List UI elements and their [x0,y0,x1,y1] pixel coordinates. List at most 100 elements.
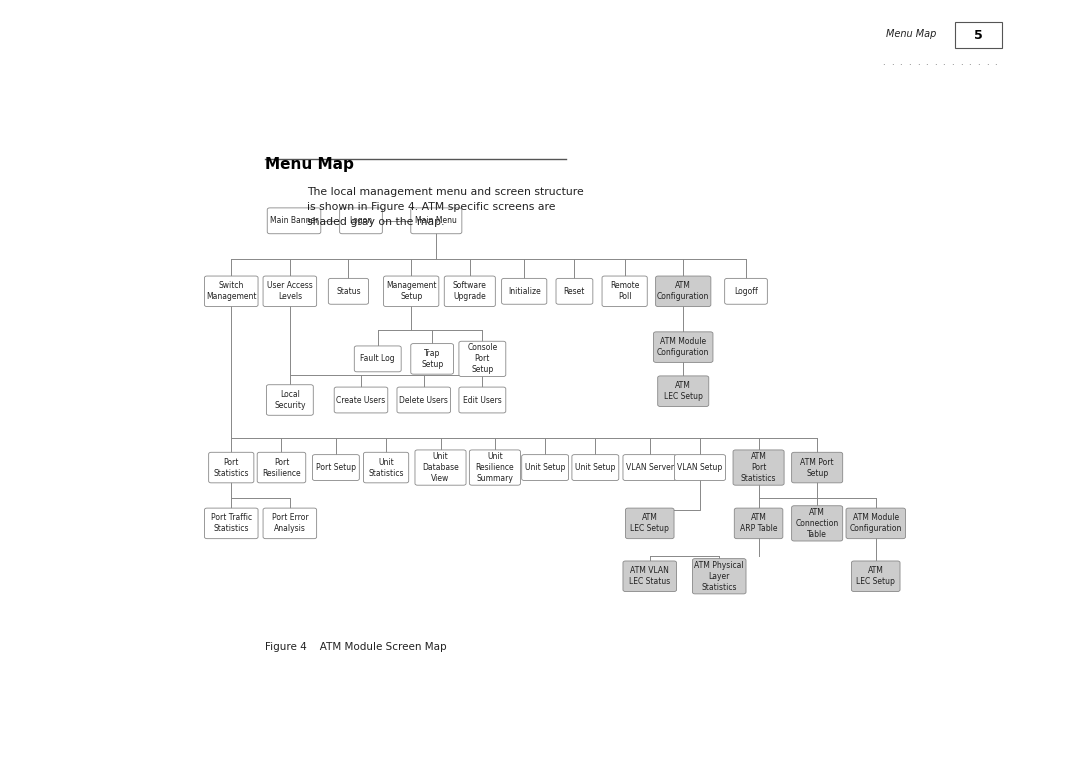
FancyBboxPatch shape [725,278,768,304]
Text: VLAN Setup: VLAN Setup [677,463,723,472]
FancyBboxPatch shape [364,452,408,483]
FancyBboxPatch shape [792,506,842,541]
FancyBboxPatch shape [556,278,593,304]
Text: Management
Setup: Management Setup [386,282,436,301]
Text: .: . [926,58,928,67]
Text: Unit
Database
View: Unit Database View [422,452,459,483]
Text: Status: Status [336,287,361,296]
FancyBboxPatch shape [658,376,708,407]
FancyBboxPatch shape [572,455,619,481]
Text: Main Menu: Main Menu [416,217,457,225]
FancyBboxPatch shape [267,208,321,233]
FancyBboxPatch shape [653,332,713,362]
Text: Port
Statistics: Port Statistics [214,458,249,478]
FancyBboxPatch shape [602,276,647,307]
FancyBboxPatch shape [656,276,711,307]
Text: Port Setup: Port Setup [315,463,356,472]
FancyBboxPatch shape [334,387,388,413]
FancyBboxPatch shape [410,343,454,374]
FancyBboxPatch shape [312,455,360,481]
Text: .: . [908,58,910,67]
Text: Unit
Resilience
Summary: Unit Resilience Summary [475,452,514,483]
Text: .: . [969,58,971,67]
Text: .: . [917,58,919,67]
FancyBboxPatch shape [734,508,783,539]
Text: Unit Setup: Unit Setup [576,463,616,472]
Text: .: . [882,58,885,67]
FancyBboxPatch shape [208,452,254,483]
Text: Switch
Management: Switch Management [206,282,257,301]
FancyBboxPatch shape [264,508,316,539]
Text: Fault Log: Fault Log [361,354,395,363]
Text: .: . [943,58,945,67]
Text: .: . [995,58,997,67]
FancyBboxPatch shape [692,559,746,594]
FancyBboxPatch shape [792,452,842,483]
Text: Port Traffic
Statistics: Port Traffic Statistics [211,513,252,533]
FancyBboxPatch shape [383,276,438,307]
FancyBboxPatch shape [501,278,546,304]
Text: Main Banner: Main Banner [270,217,319,225]
Text: Console
Port
Setup: Console Port Setup [468,343,498,375]
Text: ATM
Connection
Table: ATM Connection Table [796,508,839,539]
FancyBboxPatch shape [522,455,568,481]
FancyBboxPatch shape [264,276,316,307]
Text: .: . [977,58,980,67]
FancyBboxPatch shape [459,387,505,413]
Text: .: . [900,58,902,67]
FancyBboxPatch shape [470,450,521,485]
Text: Port Error
Analysis: Port Error Analysis [271,513,308,533]
Text: ATM VLAN
LEC Status: ATM VLAN LEC Status [630,566,671,586]
FancyBboxPatch shape [674,455,726,481]
Text: Menu Map: Menu Map [886,29,936,40]
FancyBboxPatch shape [851,561,900,591]
FancyBboxPatch shape [339,208,382,233]
FancyBboxPatch shape [955,22,1002,48]
Text: Edit Users: Edit Users [463,395,502,404]
FancyBboxPatch shape [623,561,676,591]
Text: Delete Users: Delete Users [400,395,448,404]
Text: .: . [960,58,962,67]
FancyBboxPatch shape [459,341,505,376]
Text: 5: 5 [974,28,983,42]
Text: ATM Module
Configuration: ATM Module Configuration [850,513,902,533]
Text: The local management menu and screen structure
is shown in Figure 4. ATM specifi: The local management menu and screen str… [307,188,583,227]
FancyBboxPatch shape [410,208,462,233]
Text: ATM
ARP Table: ATM ARP Table [740,513,778,533]
Text: ATM
LEC Setup: ATM LEC Setup [631,513,670,533]
FancyBboxPatch shape [846,508,905,539]
Text: Figure 4    ATM Module Screen Map: Figure 4 ATM Module Screen Map [265,642,446,652]
FancyBboxPatch shape [625,508,674,539]
Text: Port
Resilience: Port Resilience [262,458,301,478]
FancyBboxPatch shape [733,450,784,485]
Text: Unit Setup: Unit Setup [525,463,565,472]
Text: Local
Security: Local Security [274,390,306,410]
Text: ATM
Configuration: ATM Configuration [657,282,710,301]
FancyBboxPatch shape [415,450,467,485]
Text: ATM
Port
Statistics: ATM Port Statistics [741,452,777,483]
Text: Trap
Setup: Trap Setup [421,349,443,369]
Text: Unit
Statistics: Unit Statistics [368,458,404,478]
FancyBboxPatch shape [257,452,306,483]
Text: Logon: Logon [350,217,373,225]
Text: .: . [986,58,988,67]
FancyBboxPatch shape [397,387,450,413]
Text: .: . [891,58,893,67]
Text: Initialize: Initialize [508,287,541,296]
Text: VLAN Server: VLAN Server [625,463,674,472]
Text: User Access
Levels: User Access Levels [267,282,313,301]
Text: .: . [951,58,954,67]
Text: Reset: Reset [564,287,585,296]
Text: Logoff: Logoff [734,287,758,296]
Text: Remote
Poll: Remote Poll [610,282,639,301]
FancyBboxPatch shape [444,276,496,307]
Text: ATM Module
Configuration: ATM Module Configuration [657,337,710,357]
FancyBboxPatch shape [267,385,313,415]
FancyBboxPatch shape [204,276,258,307]
FancyBboxPatch shape [623,455,676,481]
Text: ATM Physical
Layer
Statistics: ATM Physical Layer Statistics [694,561,744,592]
Text: ATM
LEC Setup: ATM LEC Setup [856,566,895,586]
Text: Software
Upgrade: Software Upgrade [453,282,487,301]
Text: ATM Port
Setup: ATM Port Setup [800,458,834,478]
FancyBboxPatch shape [204,508,258,539]
